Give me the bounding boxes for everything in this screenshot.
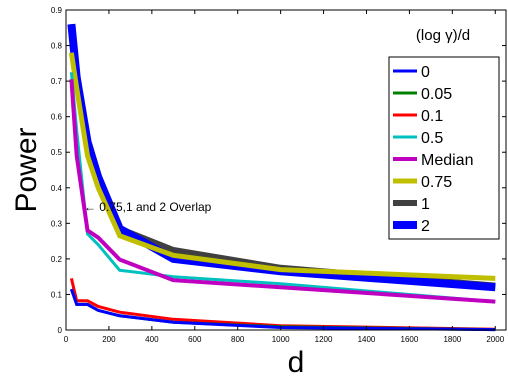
- x-tick-label: 400: [145, 335, 159, 344]
- x-tick-label: 1600: [401, 335, 419, 344]
- legend-label: 2: [421, 218, 430, 235]
- y-tick-label: 0.8: [51, 42, 63, 51]
- legend-title: (log γ)/d: [416, 27, 470, 44]
- legend: (log γ)/d 0 0.05 0.1 0.5 Median 0.75 1 2: [388, 27, 500, 240]
- x-tick-label: 2000: [486, 335, 504, 344]
- legend-label: Median: [421, 152, 473, 169]
- y-tick-label: 0.2: [51, 255, 63, 264]
- x-axis-label: d: [288, 346, 305, 379]
- legend-label: 1: [421, 196, 430, 213]
- legend-label: 0.75: [421, 174, 452, 191]
- y-tick-label: 0: [58, 326, 63, 335]
- series-line-0: [69, 288, 496, 332]
- x-tick-label: 1800: [443, 335, 461, 344]
- legend-label: 0.5: [421, 130, 443, 147]
- x-axis-ticks: 0 200 400 600 800 1000 1200 1400 1600 1800 2000: [64, 10, 505, 344]
- x-tick-label: 200: [102, 335, 116, 344]
- y-tick-label: 0.3: [51, 219, 63, 228]
- legend-label: 0: [421, 64, 430, 81]
- legend-label: 0.1: [421, 108, 443, 125]
- y-tick-label: 0.7: [51, 77, 63, 86]
- y-axis-ticks: 0 0.1 0.2 0.3 0.4 0.5 0.6 0.7 0.8 0.9: [51, 6, 506, 335]
- x-tick-label: 1400: [358, 335, 376, 344]
- series-line-0-75: [68, 52, 496, 281]
- series-line-median: [69, 79, 496, 304]
- x-tick-label: 0: [64, 335, 69, 344]
- x-tick-label: 800: [231, 335, 245, 344]
- y-tick-label: 0.9: [51, 6, 63, 15]
- y-tick-label: 0.1: [51, 290, 63, 299]
- y-tick-label: 0.4: [51, 184, 63, 193]
- x-tick-label: 1000: [272, 335, 290, 344]
- x-tick-label: 1200: [315, 335, 333, 344]
- axes-box: [65, 9, 507, 331]
- legend-items: 0 0.05 0.1 0.5 Median 0.75 1 2: [393, 64, 473, 235]
- x-tick-label: 600: [188, 335, 202, 344]
- plot-lines: [67, 23, 496, 332]
- overlap-annotation: ← 0.75,1 and 2 Overlap: [84, 200, 212, 214]
- y-tick-label: 0.6: [51, 113, 63, 122]
- legend-label: 0.05: [421, 86, 452, 103]
- y-tick-label: 0.5: [51, 148, 63, 157]
- series-line-0-5: [69, 72, 496, 304]
- legend-box: [388, 56, 500, 240]
- y-axis-label: Power: [10, 127, 43, 212]
